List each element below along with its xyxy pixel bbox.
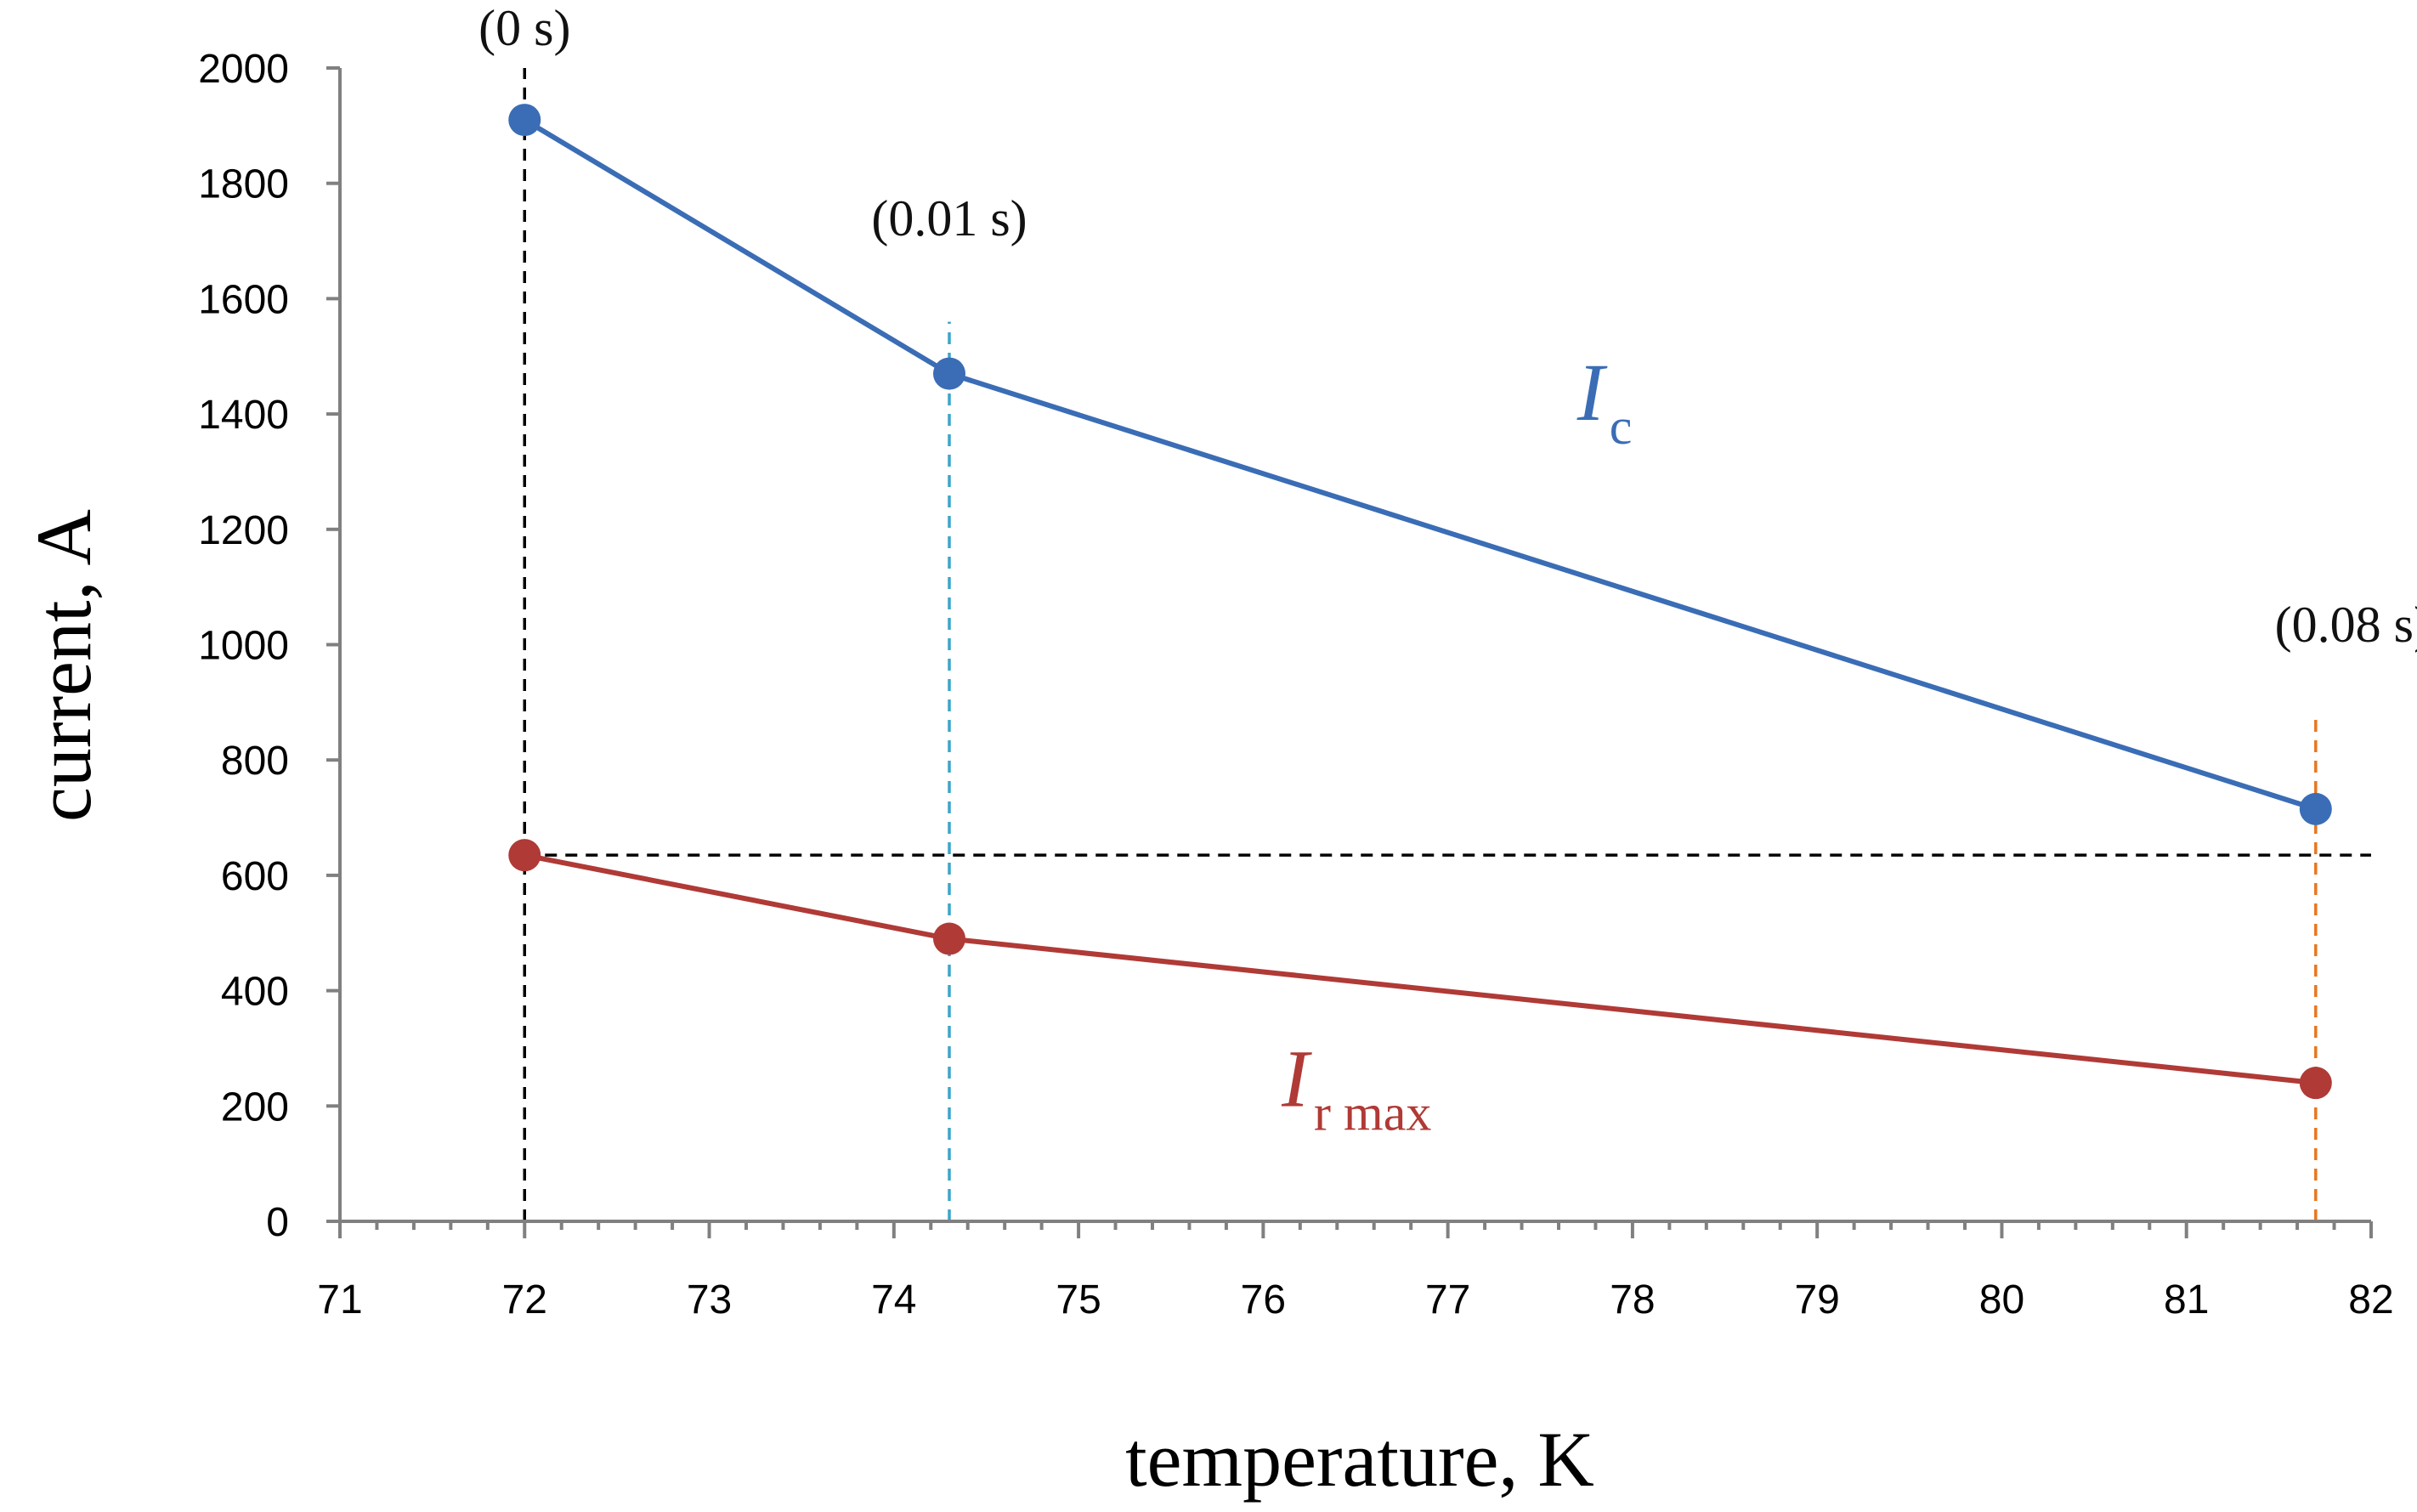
data-point-ir-max	[933, 922, 965, 955]
y-axis-title: current, A	[20, 509, 107, 822]
series-line-ir-max	[524, 852, 2317, 1086]
y-tick-label: 1800	[198, 162, 289, 207]
series-label-ir-sub: r max	[1314, 1084, 1431, 1141]
y-tick-label: 400	[221, 970, 289, 1015]
x-tick-label: 72	[502, 1277, 547, 1322]
x-tick-label: 75	[1056, 1277, 1101, 1322]
x-tick-label: 76	[1241, 1277, 1286, 1322]
series-label-ic-main: I	[1576, 347, 1608, 438]
x-tick-label: 79	[1794, 1277, 1839, 1322]
tick-labels: 0 200 400 600 800 1000 1200 1400 1600 1800 2000 71 7…	[198, 47, 2393, 1322]
x-tick-label: 71	[317, 1277, 362, 1322]
series-label-ir-main: I	[1281, 1033, 1312, 1124]
y-tick-label: 0	[266, 1200, 289, 1245]
data-point-ic	[933, 357, 965, 390]
x-tick-label: 78	[1610, 1277, 1655, 1322]
time-annotation: (0.01 s)	[871, 190, 1027, 246]
annotations: (0 s) (0.01 s) (0.08 s)	[478, 0, 2417, 653]
reference-lines	[523, 68, 2371, 1221]
data-point-ic	[2299, 792, 2332, 825]
y-tick-label: 1000	[198, 624, 289, 669]
axes	[338, 68, 2371, 1223]
data-point-ic	[508, 104, 541, 137]
y-tick-label: 1200	[198, 508, 289, 553]
tick-marks	[326, 66, 2373, 1238]
x-tick-label: 82	[2348, 1277, 2393, 1322]
series-line-ic	[523, 117, 2317, 812]
x-tick-label: 77	[1425, 1277, 1470, 1322]
y-tick-label: 2000	[198, 47, 289, 92]
x-axis-title: temperature, K	[1125, 1416, 1594, 1503]
x-tick-label: 74	[871, 1277, 916, 1322]
x-tick-label: 81	[2164, 1277, 2209, 1322]
series-label-ic-sub: c	[1610, 399, 1633, 455]
series	[508, 104, 2332, 1100]
y-tick-label: 1600	[198, 277, 289, 322]
x-tick-label: 80	[1979, 1277, 2024, 1322]
data-point-ir-max	[508, 839, 541, 872]
data-point-ir-max	[2299, 1067, 2332, 1100]
x-tick-label: 73	[687, 1277, 732, 1322]
y-tick-label: 200	[221, 1084, 289, 1130]
time-annotation: (0.08 s)	[2275, 597, 2417, 653]
y-tick-label: 800	[221, 739, 289, 784]
y-tick-label: 600	[221, 854, 289, 899]
y-tick-label: 1400	[198, 393, 289, 438]
time-annotation: (0 s)	[478, 0, 570, 56]
